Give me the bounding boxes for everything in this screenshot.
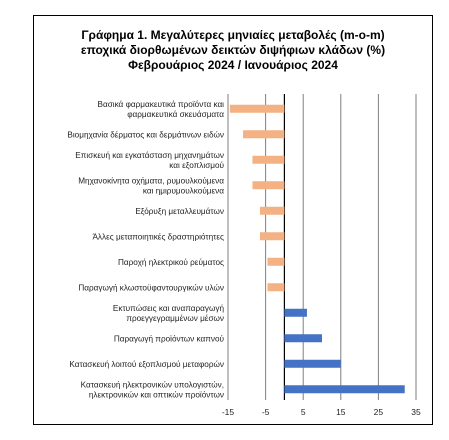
category-label-line: προεγγεγραμμένων μέσων	[126, 314, 224, 323]
x-tick-label-3: 15	[336, 407, 346, 417]
bar-0	[229, 104, 285, 113]
category-label-line: ηλεκτρονικών και οπτικών προϊόντων	[89, 390, 224, 399]
chart-title-line-3: Φεβρουάριος 2024 / Ιανουάριος 2024	[128, 58, 338, 72]
category-label-line: Παροχή ηλεκτρικού ρεύματος	[118, 258, 224, 267]
bar-8	[284, 308, 307, 317]
bar-chart: -15 -5 5 15 25 35 Βασικά φαρμακευτικά προϊόντα…	[67, 94, 421, 417]
bar-10	[284, 359, 341, 368]
x-tick-label-5: 35	[411, 407, 421, 417]
category-label-line: Παραγωγή κλωστοϋφαντουργικών υλών	[78, 283, 224, 292]
category-label-5: Άλλες μεταποιητικές δραστηριότητες	[92, 232, 224, 241]
x-tick-label-4: 25	[374, 407, 384, 417]
category-label-6: Παροχή ηλεκτρικού ρεύματος	[118, 258, 224, 267]
category-label-0: Βασικά φαρμακευτικά προϊόντα και φαρμακευ…	[98, 100, 225, 119]
category-label-10: Κατασκευή λοιπού εξοπλισμού μεταφορών	[69, 360, 224, 369]
category-label-line: Επισκευή και εγκατάσταση μηχανημάτων	[75, 151, 224, 160]
category-label-4: Εξόρυξη μεταλλευμάτων	[135, 207, 224, 216]
category-label-8: Εκτυπώσεις και αναπαραγωγή προεγγεγραμμέν…	[113, 304, 225, 323]
x-tick-label-1: -5	[262, 407, 270, 417]
bar-2	[252, 155, 285, 164]
category-label-line: Κατασκευή λοιπού εξοπλισμού μεταφορών	[69, 360, 224, 369]
category-label-line: Βιομηχανία δέρματος και δερμάτινων ειδών	[67, 130, 224, 139]
category-label-11: Κατασκευή ηλεκτρονικών υπολογιστών, ηλεκτ…	[81, 380, 224, 399]
chart-frame: Γράφημα 1. Μεγαλύτερες μηνιαίες μεταβολέ…	[33, 15, 433, 425]
bar-5	[259, 232, 285, 241]
category-label-line: Άλλες μεταποιητικές δραστηριότητες	[92, 232, 224, 241]
bar-4	[259, 206, 285, 215]
bar-9	[284, 334, 322, 343]
bar-1	[243, 130, 285, 139]
category-label-2: Επισκευή και εγκατάσταση μηχανημάτων και …	[75, 151, 224, 170]
category-label-3: Μηχανοκίνητα οχήματα, ρυμουλκούμενα και η…	[78, 176, 224, 195]
category-label-line: και ημιρυμουλκούμενα	[143, 186, 224, 195]
category-label-line: και εξοπλισμού	[169, 161, 224, 170]
category-label-9: Παραγωγή προϊόντων καπνού	[114, 334, 225, 343]
bar-6	[267, 257, 285, 266]
chart-title-line-2: εποχικά διορθωμένων δεικτών διψήφιων κλά…	[80, 43, 386, 57]
bar-3	[252, 181, 285, 190]
category-label-line: Κατασκευή ηλεκτρονικών υπολογιστών,	[81, 380, 224, 389]
chart-title-line-1: Γράφημα 1. Μεγαλύτερες μηνιαίες μεταβολέ…	[81, 28, 385, 42]
x-tick-label-0: -15	[222, 407, 235, 417]
bar-7	[267, 283, 285, 292]
category-label-7: Παραγωγή κλωστοϋφαντουργικών υλών	[78, 283, 224, 292]
category-label-line: Εκτυπώσεις και αναπαραγωγή	[113, 304, 225, 313]
bar-11	[284, 385, 405, 394]
x-tick-label-2: 5	[301, 407, 306, 417]
category-label-line: φαρμακευτικά σκευάσματα	[127, 110, 224, 119]
category-label-line: Παραγωγή προϊόντων καπνού	[114, 334, 225, 343]
category-label-line: Εξόρυξη μεταλλευμάτων	[135, 207, 224, 216]
category-label-line: Βασικά φαρμακευτικά προϊόντα και	[98, 100, 225, 109]
category-label-1: Βιομηχανία δέρματος και δερμάτινων ειδών	[67, 130, 224, 139]
category-label-line: Μηχανοκίνητα οχήματα, ρυμουλκούμενα	[78, 176, 224, 185]
